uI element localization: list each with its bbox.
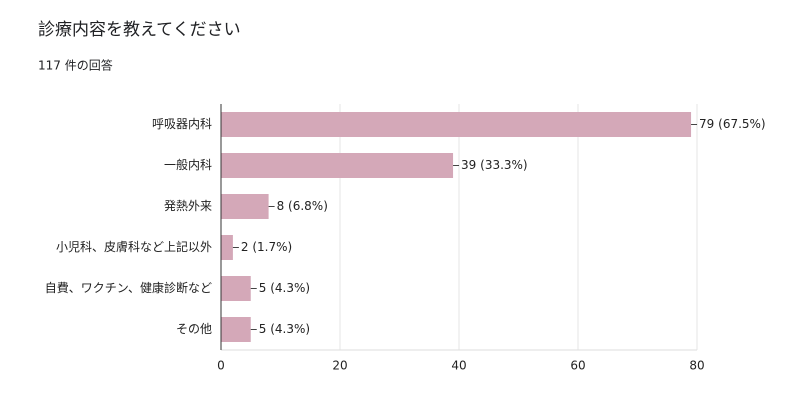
x-tick-label: 0: [217, 359, 225, 373]
x-tick-label: 60: [570, 359, 585, 373]
bar: [221, 112, 692, 137]
y-tick-label: 一般内科: [164, 157, 212, 172]
bar: [221, 317, 251, 342]
bar: [221, 276, 251, 301]
x-tick-label: 40: [451, 359, 466, 373]
value-label: 5 (4.3%): [259, 281, 310, 295]
y-tick-label: その他: [176, 322, 212, 336]
bar: [221, 194, 269, 219]
value-label: 39 (33.3%): [461, 158, 528, 172]
bar: [221, 235, 233, 260]
y-tick-label: 呼吸器内科: [152, 117, 212, 131]
chart-subtitle: 117 件の回答: [38, 58, 113, 73]
value-label: 8 (6.8%): [277, 199, 328, 213]
chart-title: 診療内容を教えてください: [38, 20, 241, 40]
y-tick-label: 小児科、皮膚科など上記以外: [56, 239, 212, 254]
value-label: 5 (4.3%): [259, 322, 310, 336]
x-tick-label: 20: [332, 359, 347, 373]
value-label: 79 (67.5%): [699, 117, 766, 131]
bar: [221, 153, 454, 178]
value-label: 2 (1.7%): [241, 240, 292, 254]
x-tick-label: 80: [689, 359, 704, 373]
y-tick-label: 自費、ワクチン、健康診断など: [45, 280, 212, 295]
y-tick-label: 発熱外来: [164, 199, 212, 213]
